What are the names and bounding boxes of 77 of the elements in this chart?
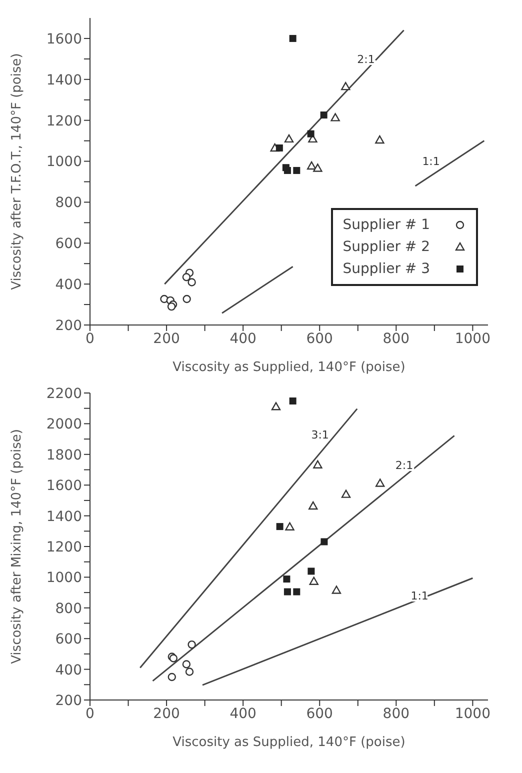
x-axis-title: Viscosity as Supplied, 140°F (poise): [172, 735, 406, 750]
point: [293, 588, 300, 596]
x-tick-label: 600: [306, 706, 333, 722]
y-tick-label: 1600: [46, 478, 82, 494]
y-tick-label: 600: [55, 632, 82, 648]
point: [320, 538, 328, 546]
point: [332, 586, 342, 594]
point: [182, 294, 191, 304]
annotation: 1:1: [410, 590, 428, 603]
point: [276, 523, 284, 530]
y-tick-label: 1000: [46, 570, 82, 586]
x-tick-label: 1000: [454, 706, 491, 722]
annotation: 3:1: [311, 428, 329, 442]
x-tick-label: 1000: [454, 330, 491, 347]
y-tick-label: 1000: [46, 154, 82, 170]
x-tick-label: 200: [153, 330, 180, 347]
y-tick-label: 400: [55, 662, 82, 678]
point: [293, 166, 300, 174]
legend-label: Supplier # 2: [342, 238, 430, 257]
y-axis-title: Viscosity after T.F.O.T., 140°F (poise): [10, 53, 25, 290]
point: [375, 478, 385, 487]
point: [307, 130, 314, 138]
point: [341, 490, 351, 498]
point: [289, 34, 296, 42]
point: [308, 501, 318, 510]
y-tick-label: 1800: [46, 447, 82, 464]
point: [284, 166, 291, 174]
x-tick-label: 200: [153, 706, 180, 722]
point: [284, 134, 294, 143]
point: [320, 112, 328, 119]
point: [182, 660, 191, 668]
legend-label: Supplier # 3: [342, 260, 430, 279]
x-axis-title: Viscosity as Supplied, 140°F (poise): [172, 360, 406, 375]
point: [276, 144, 283, 152]
point: [308, 568, 315, 575]
y-tick-label: 400: [55, 277, 82, 294]
point: [185, 668, 194, 676]
point: [375, 135, 384, 144]
x-tick-label: 600: [306, 330, 333, 347]
point: [341, 82, 350, 90]
x-tick-label: 0: [86, 706, 94, 722]
y-tick-label: 1400: [46, 508, 82, 525]
y-tick-label: 1200: [46, 113, 82, 130]
x-tick-label: 800: [382, 706, 410, 722]
y-tick-label: 600: [55, 236, 82, 252]
point: [289, 397, 296, 404]
point: [271, 402, 281, 410]
point: [284, 588, 291, 596]
x-tick-label: 400: [230, 330, 256, 347]
point: [306, 161, 316, 170]
y-tick-label: 200: [55, 318, 82, 334]
annotation: 1:1: [422, 155, 440, 168]
point: [313, 164, 322, 172]
x-tick-label: 800: [382, 330, 410, 347]
point: [188, 278, 196, 286]
point: [283, 576, 290, 583]
annotation: 2:1: [395, 459, 414, 472]
y-tick-label: 1400: [46, 72, 82, 88]
y-tick-label: 2000: [46, 416, 82, 433]
y-tick-label: 800: [55, 600, 82, 617]
y-tick-label: 2200: [46, 386, 82, 402]
y-tick-label: 1200: [46, 539, 82, 556]
point: [182, 273, 191, 282]
y-tick-label: 800: [55, 195, 82, 212]
annotation: 2:1: [357, 52, 375, 66]
point: [188, 640, 196, 649]
y-tick-label: 1600: [46, 31, 82, 48]
legend-label: Supplier # 1: [342, 216, 430, 235]
point: [330, 113, 340, 122]
y-axis-title: Viscosity after Mixing, 140°F (poise): [10, 429, 25, 664]
point: [285, 522, 294, 530]
x-tick-label: 400: [230, 706, 256, 722]
point: [313, 460, 322, 468]
point: [168, 672, 176, 682]
point: [309, 576, 318, 585]
x-tick-label: 0: [86, 330, 94, 347]
y-tick-label: 200: [55, 692, 82, 709]
